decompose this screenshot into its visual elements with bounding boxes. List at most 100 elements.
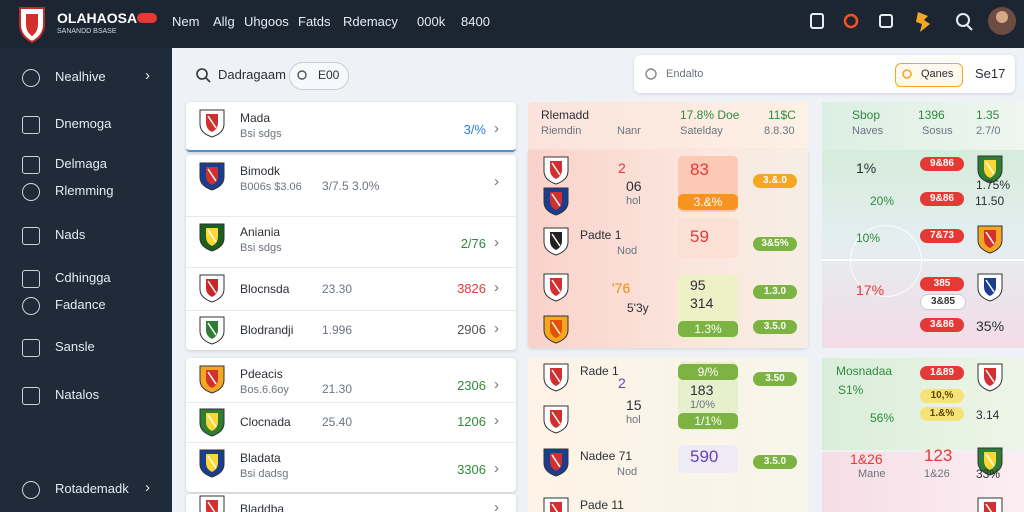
team-crest [199, 316, 225, 345]
match-odds: 3/7.5 3.0% [322, 179, 380, 193]
stats-text: Mosnadaa [836, 364, 893, 378]
sidebar-icon [22, 387, 40, 405]
team-crest [199, 449, 225, 478]
match-value: 3/% [463, 122, 486, 137]
odds-text: 1/0% [690, 399, 716, 411]
sidebar [0, 48, 172, 512]
sidebar-item[interactable]: Rotademadk [55, 481, 129, 496]
field-lines [850, 225, 922, 297]
team-crest [977, 363, 1003, 392]
team-crest [543, 405, 569, 434]
nav-item: Rdemacy [343, 14, 398, 29]
sidebar-item[interactable]: Sansle [55, 339, 95, 354]
odds-pill: 1.3% [678, 321, 738, 337]
panel-header: 8.8.30 [764, 125, 795, 137]
match-card [186, 155, 516, 350]
odds-pill: 1&89 [920, 366, 964, 380]
search-button[interactable] [895, 63, 963, 87]
sidebar-icon [22, 339, 40, 357]
panel-header: Nanr [617, 125, 641, 137]
chevron[interactable]: › [494, 320, 499, 337]
sidebar-item[interactable]: Delmaga [55, 156, 108, 171]
chevron[interactable]: › [494, 460, 499, 477]
match-card [186, 358, 516, 492]
chevron[interactable]: › [494, 412, 499, 429]
search-text: Dadragaam [218, 67, 286, 82]
stats-text: 33% [976, 467, 1001, 481]
team-crest [543, 273, 569, 302]
row-divider [186, 310, 516, 311]
row-divider [186, 267, 516, 268]
odds-text: 95 [690, 277, 706, 293]
match-name: Bimodk [240, 164, 281, 178]
brand: OLAHAOSA [57, 10, 138, 26]
row-divider [186, 442, 516, 443]
match-name: Bladdba [240, 502, 285, 512]
nav-item: Nem [172, 14, 200, 29]
team-crest [199, 495, 225, 512]
odds-text: 59 [690, 227, 709, 246]
chevron[interactable]: › [494, 120, 499, 137]
chevron[interactable]: › [494, 376, 499, 393]
sidebar-item[interactable]: Nads [55, 227, 86, 242]
stats-text: 56% [870, 411, 895, 425]
odds-pill: 385 [920, 277, 964, 291]
odds-pill: 1/1% [678, 413, 738, 429]
stats-text: 20% [870, 194, 895, 208]
stats-text: 11.50 [975, 194, 1005, 208]
sidebar-item[interactable]: Fadance [55, 297, 106, 312]
chevron[interactable]: › [494, 234, 499, 251]
sidebar-item[interactable]: Cdhingga [55, 270, 111, 285]
odds-text: 15 [626, 397, 642, 413]
sidebar-icon [22, 183, 40, 201]
sidebar-item[interactable]: Nealhive [55, 69, 106, 84]
sidebar-icon [22, 69, 40, 87]
nav-item: Allg [213, 14, 235, 29]
chevron[interactable]: › [494, 173, 499, 190]
match-value: 1206 [457, 414, 486, 429]
match-name: Blodrandji [240, 323, 294, 337]
match-value: 2/76 [460, 236, 486, 251]
odds-text: Nod [617, 466, 638, 478]
match-detail: Bos.6.6oy [240, 384, 289, 396]
stats-text: 1&26 [924, 468, 950, 480]
team-crest [199, 408, 225, 437]
stats-text: 123 [924, 446, 953, 465]
sidebar-item[interactable]: Rlemming [55, 183, 114, 198]
team-crest [543, 156, 569, 185]
stats-text: 17% [856, 282, 885, 298]
chevron[interactable]: › [494, 499, 499, 512]
sidebar-icon [22, 481, 40, 499]
stats-text: 10% [856, 231, 881, 245]
odds-pill: 3.&% [678, 194, 738, 210]
odds-panel [528, 102, 808, 150]
panel-header: Satelday [680, 125, 723, 137]
team-crest [199, 365, 225, 394]
chevron: › [145, 67, 150, 84]
stats-text: Mane [858, 468, 886, 480]
team-crest [977, 155, 1003, 184]
odds-text: 2 [618, 375, 626, 391]
sidebar-item[interactable]: Natalos [55, 387, 100, 402]
odds-pill: 1.&% [920, 407, 964, 421]
team-crest [977, 273, 1003, 302]
stats-text: 1&26 [850, 451, 883, 467]
nav-item: 8400 [461, 14, 490, 29]
odds-pill: 7&73 [920, 229, 964, 243]
field-lines [822, 259, 1024, 261]
match-odds: 23.30 [322, 281, 353, 296]
chevron[interactable]: › [494, 278, 499, 296]
odds-pill: 1.3.0 [753, 285, 797, 299]
odds-text: hol [626, 414, 641, 426]
stats-text: 1% [856, 160, 877, 176]
nav-item: Uhgoos [244, 14, 289, 29]
odds-pill: 9&86 [920, 157, 964, 171]
filter-pill[interactable] [289, 62, 349, 90]
sidebar-item[interactable]: Dnemoga [55, 116, 112, 131]
right-search-text: Endalto [666, 68, 704, 80]
team-crest [543, 497, 569, 512]
match-detail: Bsi sdgs [240, 128, 282, 140]
odds-text: Rade 1 [580, 364, 619, 378]
team-crest [543, 187, 569, 216]
